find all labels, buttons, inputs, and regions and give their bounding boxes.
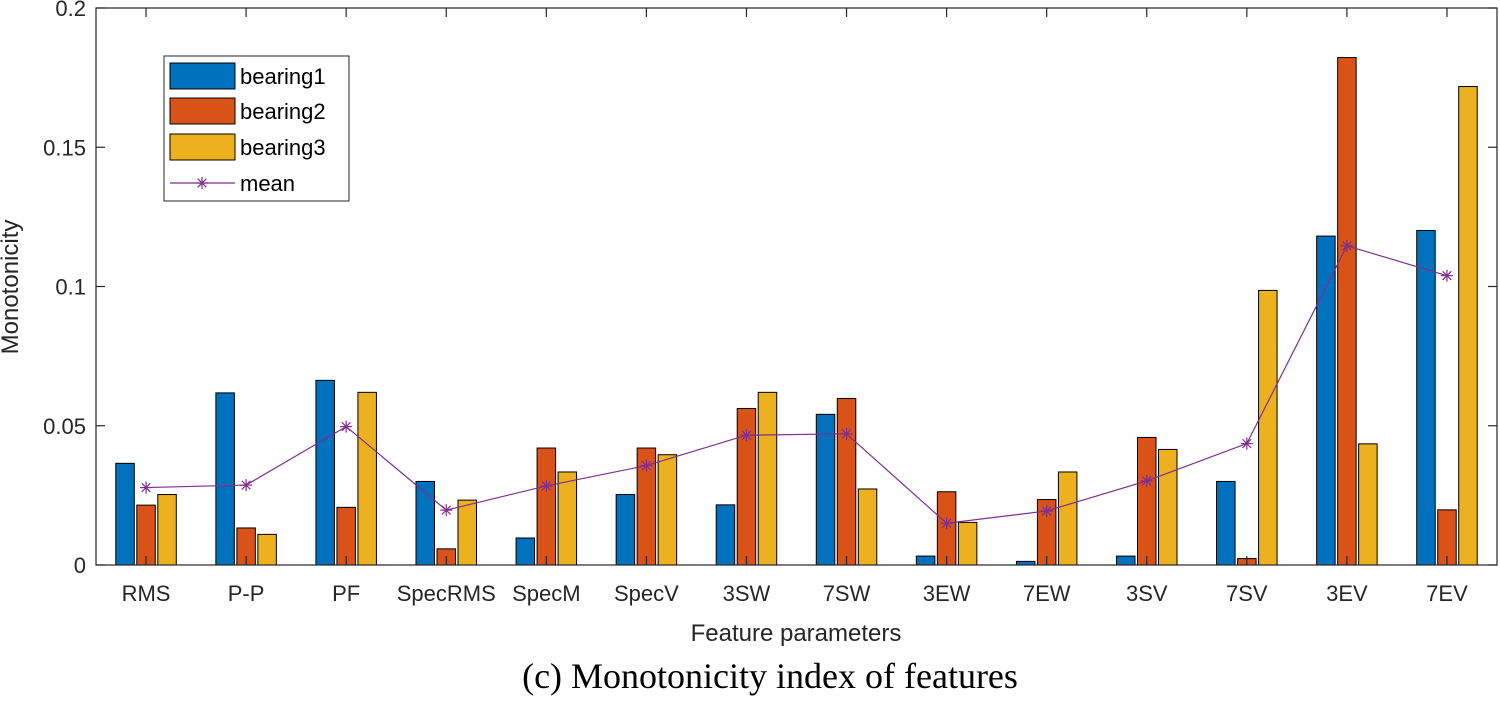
mean-point-SpecM — [540, 479, 553, 492]
mean-point-RMS — [140, 481, 153, 494]
x-tick-label-7EV: 7EV — [1426, 581, 1468, 606]
bar-bearing1-3SV — [1116, 555, 1136, 566]
x-tick-label-SpecRMS: SpecRMS — [397, 581, 496, 606]
mean-point-7EV — [1440, 269, 1453, 282]
bar-bearing3-7EV — [1458, 86, 1478, 566]
x-tick-label-P-P: P-P — [228, 581, 265, 606]
x-tick-label-3SV: 3SV — [1126, 581, 1168, 606]
mean-point-P-P — [240, 479, 253, 492]
bar-bearing1-3EW — [915, 555, 936, 566]
bar-bearing3-PF — [357, 391, 377, 566]
mean-line-layer — [140, 239, 1453, 530]
bars-layer — [115, 57, 1478, 566]
legend-swatch-bearing2 — [169, 97, 236, 125]
bar-bearing1-7EV — [1416, 230, 1436, 566]
legend-label-bearing3: bearing3 — [240, 135, 326, 160]
y-tick-label-4: 0.2 — [55, 0, 86, 21]
legend-label-bearing1: bearing1 — [240, 64, 326, 89]
bar-bearing1-SpecRMS — [415, 480, 435, 566]
bar-bearing1-SpecM — [515, 537, 536, 566]
mean-point-PF — [340, 420, 353, 433]
bar-bearing3-P-P — [257, 533, 277, 566]
bar-bearing3-7SW — [857, 488, 878, 566]
legend-swatch-bearing1 — [169, 62, 236, 90]
legend-label-mean: mean — [240, 171, 295, 196]
bar-bearing1-3EV — [1316, 235, 1336, 566]
y-tick-label-0: 0 — [74, 553, 86, 578]
mean-point-3SV — [1140, 474, 1153, 487]
x-tick-label-7SW: 7SW — [823, 581, 871, 606]
axes-layer — [95, 7, 1498, 566]
bar-bearing3-3EW — [957, 521, 978, 566]
mean-point-3EW — [940, 517, 953, 530]
bar-bearing1-PF — [315, 379, 335, 566]
x-tick-label-SpecM: SpecM — [512, 581, 580, 606]
bar-bearing3-7SV — [1258, 289, 1278, 566]
bar-bearing3-3EV — [1358, 443, 1378, 566]
x-tick-label-RMS: RMS — [122, 581, 171, 606]
y-tick-label-2: 0.1 — [55, 275, 86, 300]
legend-swatch-bearing3 — [169, 133, 236, 161]
bar-bearing2-3EV — [1337, 57, 1357, 566]
bar-bearing3-SpecV — [657, 454, 678, 566]
y-tick-label-1: 0.05 — [43, 414, 86, 439]
mean-line — [146, 245, 1448, 524]
x-tick-label-3SW: 3SW — [723, 581, 771, 606]
bar-bearing1-RMS — [115, 462, 135, 566]
mean-point-SpecRMS — [440, 504, 453, 517]
tick-labels-layer: 0 0.05 0.1 0.15 0.2 RMS P-P PF SpecRMS SpecM SpecV… — [43, 0, 1468, 606]
bar-bearing1-P-P — [215, 392, 235, 566]
mean-point-3EV — [1340, 239, 1353, 252]
bar-bearing1-3SW — [715, 504, 736, 566]
bar-bearing1-7SV — [1216, 480, 1236, 566]
bar-bearing3-RMS — [157, 494, 177, 566]
x-tick-label-3EV: 3EV — [1326, 581, 1368, 606]
figure-caption: (c) Monotonicity index of features — [522, 656, 1018, 696]
mean-point-3SW — [740, 429, 753, 442]
legend-label-bearing2: bearing2 — [240, 99, 326, 124]
x-axis-title: Feature parameters — [691, 620, 902, 647]
bar-bearing2-SpecM — [536, 447, 557, 566]
x-tick-label-SpecV: SpecV — [614, 581, 679, 606]
mean-point-7SW — [840, 427, 853, 440]
bar-bearing3-7EW — [1057, 471, 1078, 566]
legend: bearing1 bearing2 bearing3 mean — [163, 55, 350, 202]
x-tick-label-3EW: 3EW — [923, 581, 971, 606]
y-axis-title: Monotonicity — [0, 220, 24, 355]
bar-bearing3-SpecRMS — [457, 499, 477, 566]
y-tick-label-3: 0.15 — [43, 135, 86, 160]
mean-point-7EW — [1040, 504, 1053, 517]
bar-bearing2-7SW — [836, 397, 857, 566]
mean-point-SpecV — [640, 459, 653, 472]
bar-bearing3-SpecM — [557, 471, 578, 566]
x-tick-label-7SV: 7SV — [1226, 581, 1268, 606]
legend-swatch-mean-marker — [196, 177, 208, 189]
mean-point-7SV — [1240, 437, 1253, 450]
bar-bearing1-SpecV — [615, 494, 636, 566]
bar-bearing3-3SW — [757, 391, 778, 566]
bar-bearing1-7SW — [815, 413, 836, 566]
bar-bearing3-3SV — [1158, 448, 1178, 566]
x-tick-label-PF: PF — [332, 581, 360, 606]
monotonicity-chart: 0 0.05 0.1 0.15 0.2 RMS P-P PF SpecRMS SpecM SpecV… — [0, 0, 1498, 647]
x-tick-label-7EW: 7EW — [1023, 581, 1071, 606]
bar-bearing2-3SV — [1137, 436, 1157, 566]
